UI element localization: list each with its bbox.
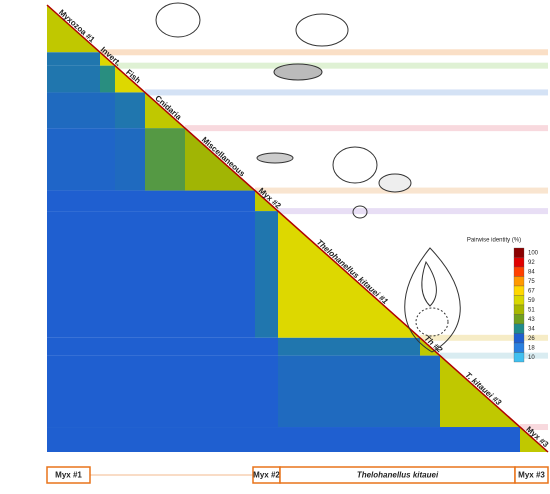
cell-block bbox=[255, 337, 278, 356]
colorbar-tick-label: 34 bbox=[528, 326, 535, 332]
colorbar-tick-label: 18 bbox=[528, 345, 535, 351]
colorbar-swatch bbox=[513, 247, 525, 258]
cell-block bbox=[47, 92, 100, 129]
cell-block bbox=[115, 211, 145, 338]
colorbar-tick-label: 67 bbox=[528, 288, 535, 294]
cell-block bbox=[420, 355, 440, 428]
cell-block bbox=[115, 92, 145, 129]
band bbox=[520, 424, 548, 431]
cell-block bbox=[47, 355, 100, 428]
cell-block bbox=[185, 211, 255, 338]
colorbar-tick-label: 26 bbox=[528, 336, 535, 342]
colorbar-swatch bbox=[513, 342, 525, 353]
colorbar-swatch bbox=[513, 266, 525, 277]
colorbar-swatch bbox=[513, 333, 525, 344]
band bbox=[145, 89, 548, 96]
cell-block bbox=[47, 190, 100, 212]
cell-block bbox=[420, 427, 440, 452]
cell-block bbox=[100, 337, 115, 356]
cell-block bbox=[185, 427, 255, 452]
colorbar-swatch bbox=[513, 304, 525, 315]
cell-block bbox=[115, 427, 145, 452]
cell-block bbox=[145, 190, 185, 212]
cell-block bbox=[47, 337, 100, 356]
cell-block bbox=[440, 427, 520, 452]
cell-block bbox=[47, 427, 100, 452]
cell-block bbox=[115, 337, 145, 356]
cell-block bbox=[47, 52, 100, 66]
cell-block bbox=[100, 427, 115, 452]
colorbar-swatch bbox=[513, 314, 525, 325]
cell-block bbox=[185, 337, 255, 356]
colorbar-tick-label: 92 bbox=[528, 260, 535, 266]
colorbar-tick-label: 75 bbox=[528, 279, 535, 285]
bracket-label: Thelohanellus kitauei bbox=[357, 471, 439, 480]
cell-block bbox=[100, 128, 115, 191]
colorbar-swatch bbox=[513, 352, 525, 363]
bottom-brackets: Myx #1 Myx #2 Thelohanellus kitauei Myx #3 bbox=[46, 466, 549, 484]
colorbar-tick-label: 51 bbox=[528, 307, 535, 313]
cell-block bbox=[145, 337, 185, 356]
cell-block bbox=[255, 427, 278, 452]
cell-block bbox=[145, 355, 185, 428]
cell-block bbox=[145, 128, 185, 191]
cell-block bbox=[100, 65, 115, 93]
cell-block bbox=[185, 190, 255, 212]
band bbox=[115, 62, 548, 69]
bracket-label: Myx #2 bbox=[253, 471, 280, 480]
cell-block bbox=[185, 355, 255, 428]
cell-block bbox=[100, 211, 115, 338]
colorbar-tick-label: 84 bbox=[528, 269, 535, 275]
cell-block bbox=[100, 92, 115, 129]
band bbox=[278, 208, 548, 215]
cell-block bbox=[115, 190, 145, 212]
band bbox=[420, 334, 548, 341]
band bbox=[185, 125, 548, 132]
diagonal bbox=[46, 4, 549, 453]
colorbar-swatch bbox=[513, 257, 525, 268]
colorbar-swatch bbox=[513, 295, 525, 306]
colorbar-swatch bbox=[513, 285, 525, 296]
cell-block bbox=[255, 355, 278, 428]
cell-block bbox=[115, 128, 145, 191]
colorbar-tick-label: 10 bbox=[528, 355, 535, 361]
colorbar: Pairwise identity (%) 100 92 84 75 67 59 51 43 3… bbox=[467, 238, 539, 363]
colorbar-tick-label: 43 bbox=[528, 317, 535, 323]
cell-block bbox=[100, 190, 115, 212]
cell-block bbox=[278, 337, 420, 356]
spore-illustration bbox=[155, 2, 461, 353]
heatmap bbox=[47, 5, 548, 452]
colorbar-tick-label: 59 bbox=[528, 298, 535, 304]
bracket-label: Myx #3 bbox=[518, 471, 545, 480]
colorbar-swatch bbox=[513, 323, 525, 334]
cell-block bbox=[47, 128, 100, 191]
cell-block bbox=[47, 211, 100, 338]
cell-block bbox=[100, 355, 115, 428]
band bbox=[440, 352, 548, 359]
colorbar-tick-label: 100 bbox=[528, 250, 539, 256]
cell-block bbox=[278, 355, 420, 428]
cell-block bbox=[47, 65, 100, 93]
bracket-box bbox=[514, 466, 549, 484]
colorbar-title: Pairwise identity (%) bbox=[467, 238, 521, 244]
cell-block bbox=[145, 211, 185, 338]
bracket-label: Myx #1 bbox=[55, 471, 82, 480]
cell-block bbox=[278, 427, 420, 452]
cell-block bbox=[115, 355, 145, 428]
cell-block bbox=[255, 211, 278, 338]
cell-block bbox=[145, 427, 185, 452]
band bbox=[100, 49, 548, 56]
colorbar-swatch bbox=[513, 276, 525, 287]
